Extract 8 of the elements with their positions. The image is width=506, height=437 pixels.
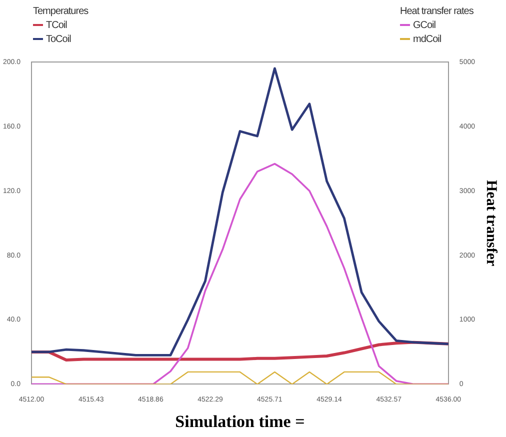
legend-label: TCoil (45, 20, 68, 31)
x-axis-title: Simulation time = (175, 412, 305, 432)
text: Heat transfer rates (400, 6, 474, 17)
legend-label: ToCoil (45, 34, 72, 45)
legend-label: GCoil (412, 20, 437, 31)
legend-label: mdCoil (412, 34, 442, 45)
legend-title: Temperatures (33, 6, 88, 17)
y2-axis-title: Heat transfer (483, 180, 500, 267)
